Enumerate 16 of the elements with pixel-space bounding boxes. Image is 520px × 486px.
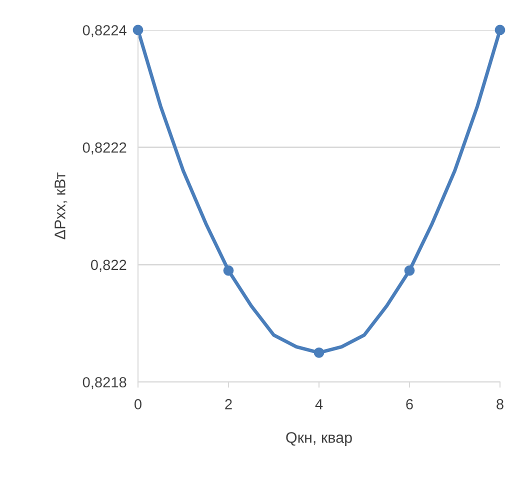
point [314, 347, 324, 358]
x-tick-label: 0 [134, 399, 142, 410]
x-axis-title: Qкн, квар [286, 432, 352, 446]
y-axis-title: ΔPxx, кВт [54, 172, 68, 240]
y-tick-label: 0,822 [90, 260, 126, 272]
x-tick-label: 4 [315, 399, 323, 410]
y-tick-label: 0,8222 [82, 142, 126, 154]
point [223, 265, 234, 276]
point [132, 24, 144, 36]
x-tick-label: 8 [496, 399, 504, 410]
point [404, 265, 415, 276]
y-tick-label: 0,8224 [82, 25, 126, 38]
x-tick-label: 2 [225, 399, 232, 410]
x-tick-label: 6 [406, 399, 413, 410]
point [494, 24, 506, 36]
y-tick-label: 0,8218 [82, 377, 126, 390]
